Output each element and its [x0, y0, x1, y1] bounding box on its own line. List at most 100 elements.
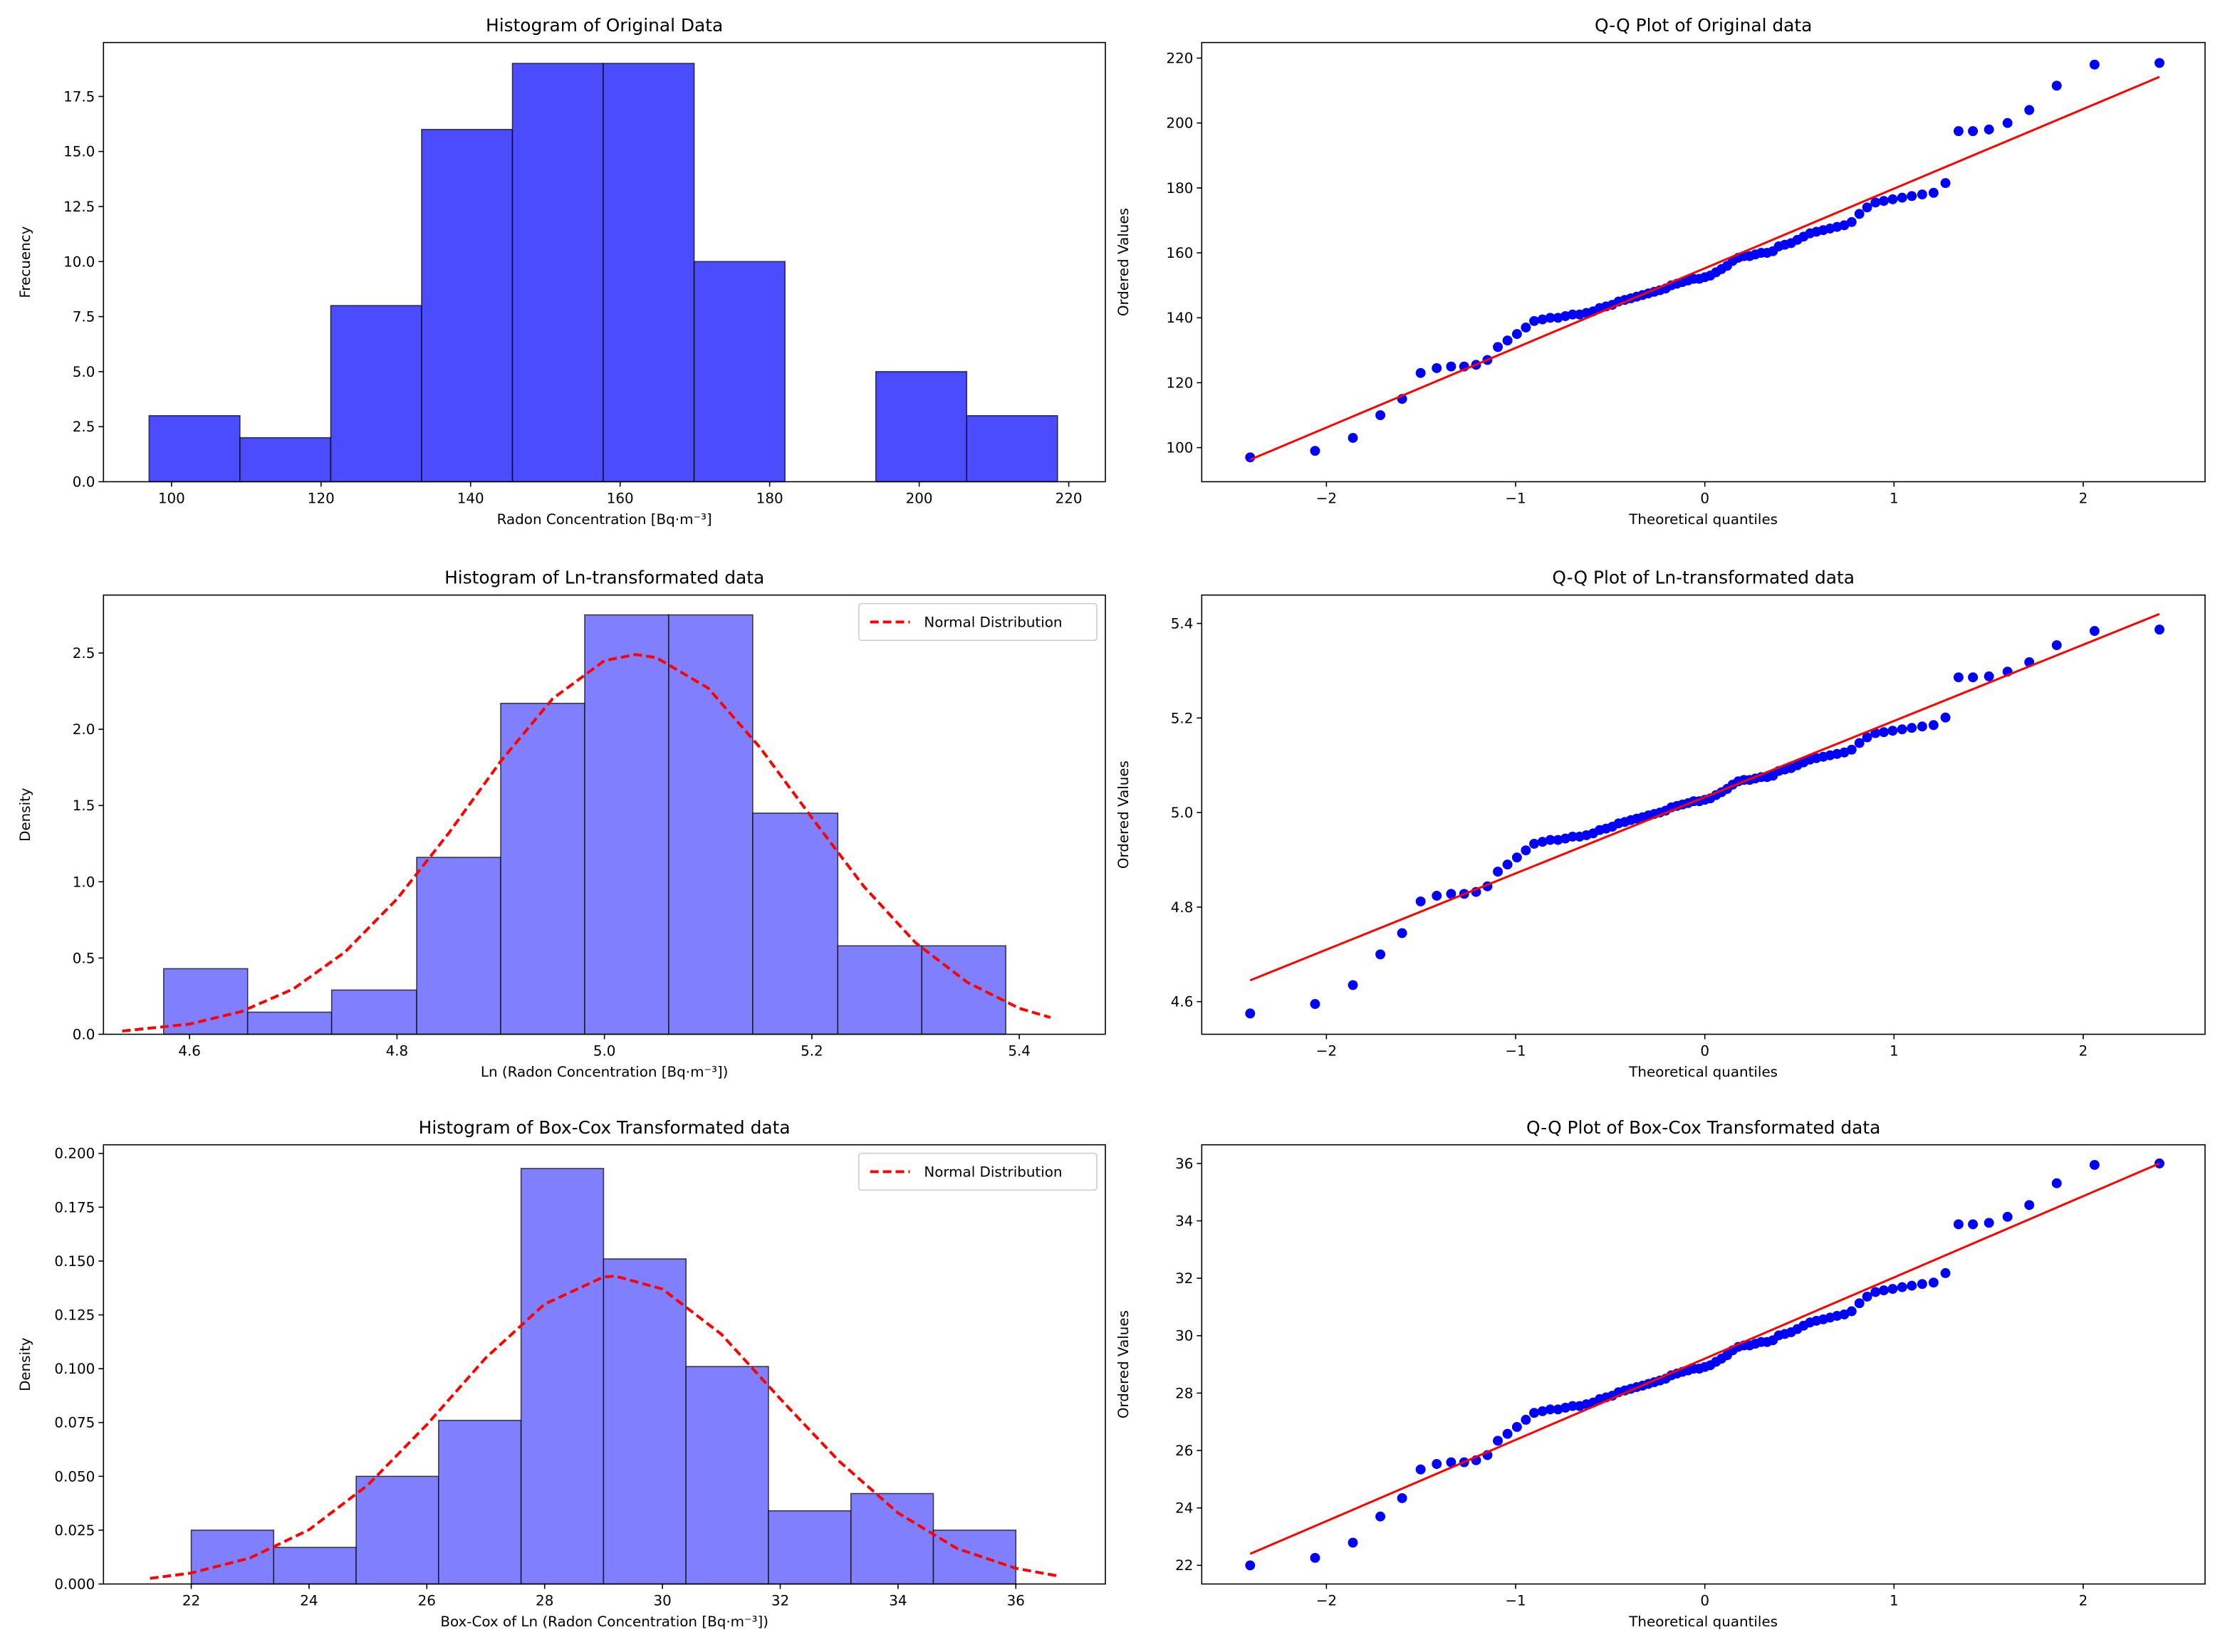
y-tick-label: 7.5: [73, 309, 95, 325]
y-tick-label: 0.0: [73, 1026, 95, 1042]
bar: [685, 1366, 769, 1585]
x-tick-label: 1: [1890, 490, 1899, 506]
point: [1493, 1436, 1503, 1446]
point: [1375, 1511, 1386, 1522]
y-axis-label: Ordered Values: [1115, 208, 1132, 316]
point: [2002, 117, 2013, 128]
y-tick-label: 0.150: [54, 1253, 95, 1270]
x-axis-label: Radon Concentration [Bq·m⁻³]: [497, 511, 712, 528]
point: [1432, 890, 1442, 901]
bar: [416, 857, 501, 1035]
x-tick-label: 0: [1700, 1042, 1709, 1059]
x-tick-label: 36: [1007, 1592, 1025, 1609]
point: [2002, 1211, 2013, 1222]
y-tick-label: 0.000: [54, 1576, 95, 1592]
x-tick-label: 4.8: [386, 1042, 409, 1059]
bar: [603, 1258, 687, 1585]
point: [1553, 835, 1563, 845]
point: [1984, 671, 1994, 681]
y-tick-label: 5.4: [1171, 615, 1194, 632]
y-tick-label: 180: [1166, 180, 1193, 197]
point: [1493, 867, 1503, 877]
subplot: 4.6 4.8 5.0 5.2 5.4 0.0 0.5 1.0 1.5 2.0 2.5 Histogr…: [17, 568, 1106, 1080]
x-tick-label: 5.0: [593, 1042, 616, 1059]
chart-title: Histogram of Box-Cox Transformated data: [419, 1117, 791, 1138]
point: [1521, 845, 1531, 856]
point: [1897, 724, 1907, 735]
bar: [330, 305, 422, 483]
point: [2089, 1159, 2100, 1170]
point: [1375, 410, 1386, 421]
y-axis-label: Ordered Values: [1115, 1310, 1132, 1418]
x-tick-label: 160: [607, 490, 634, 506]
bar: [190, 1530, 275, 1585]
point: [1940, 712, 1951, 723]
density-curve: [150, 1275, 1058, 1580]
point: [1984, 124, 1994, 135]
x-tick-label: 0: [1700, 1592, 1709, 1609]
point: [1511, 1422, 1522, 1432]
point: [1432, 362, 1442, 373]
point: [1446, 361, 1456, 372]
point: [1545, 835, 1555, 845]
bar: [500, 702, 585, 1035]
y-tick-label: 0.5: [73, 950, 95, 966]
point: [1568, 1401, 1578, 1411]
point: [1940, 178, 1951, 189]
fit-line: [1249, 1162, 2160, 1555]
chart-title: Q-Q Plot of Original data: [1595, 15, 1812, 36]
point: [2089, 626, 2100, 637]
fit-line: [1249, 75, 2160, 461]
point: [1511, 329, 1522, 340]
point: [1529, 315, 1540, 326]
legend-label: Normal Distribution: [924, 614, 1062, 630]
y-tick-label: 22: [1175, 1557, 1193, 1574]
point: [2024, 1200, 2035, 1211]
point: [1928, 1277, 1939, 1288]
point: [2154, 624, 2164, 635]
point: [2024, 105, 2035, 115]
x-tick-label: 24: [300, 1592, 318, 1609]
y-tick-label: 2.5: [73, 419, 95, 435]
point: [1415, 367, 1426, 378]
subplot: −2 −1 0 1 2 100 120 140 160 180 200 220 Q-Q Plot of …: [1115, 15, 2206, 528]
bar: [330, 989, 417, 1035]
chart-title: Q-Q Plot of Ln-transformated data: [1552, 568, 1855, 588]
point: [1953, 1219, 1964, 1230]
point: [1897, 1282, 1907, 1292]
point: [1348, 1537, 1358, 1548]
x-tick-label: −1: [1505, 490, 1526, 506]
point: [1862, 1291, 1872, 1302]
point: [1529, 838, 1540, 849]
y-tick-label: 1.5: [73, 798, 95, 814]
legend-box: [858, 1152, 1098, 1191]
point: [1917, 721, 1927, 732]
point: [1887, 1284, 1898, 1295]
x-tick-label: 2: [2079, 1042, 2088, 1059]
x-axis-label: Theoretical quantiles: [1628, 1064, 1778, 1080]
bar: [421, 129, 514, 483]
point: [1521, 1414, 1531, 1425]
y-tick-label: 160: [1166, 245, 1193, 261]
bar: [584, 614, 669, 1035]
subplot: −2 −1 0 1 2 4.6 4.8 5.0 5.2 5.4 Q-Q Plot of Ln-tra…: [1115, 568, 2206, 1080]
y-tick-label: 0.175: [54, 1199, 95, 1216]
y-tick-label: 140: [1166, 310, 1193, 326]
bar: [693, 261, 786, 483]
point: [1854, 1298, 1865, 1309]
y-tick-label: 0.0: [73, 474, 95, 490]
bar: [511, 63, 604, 483]
y-tick-label: 28: [1175, 1385, 1193, 1401]
x-tick-label: 100: [158, 490, 185, 506]
point: [1968, 1219, 1979, 1230]
point: [1940, 1267, 1951, 1278]
point: [1375, 949, 1386, 960]
y-tick-label: 32: [1175, 1270, 1193, 1287]
point: [1502, 335, 1513, 346]
point: [1907, 1280, 1917, 1291]
chart-title: Histogram of Ln-transformated data: [444, 568, 764, 588]
point: [1432, 1459, 1442, 1469]
y-axis-label: Ordered Values: [1115, 760, 1132, 869]
point: [1887, 194, 1898, 204]
